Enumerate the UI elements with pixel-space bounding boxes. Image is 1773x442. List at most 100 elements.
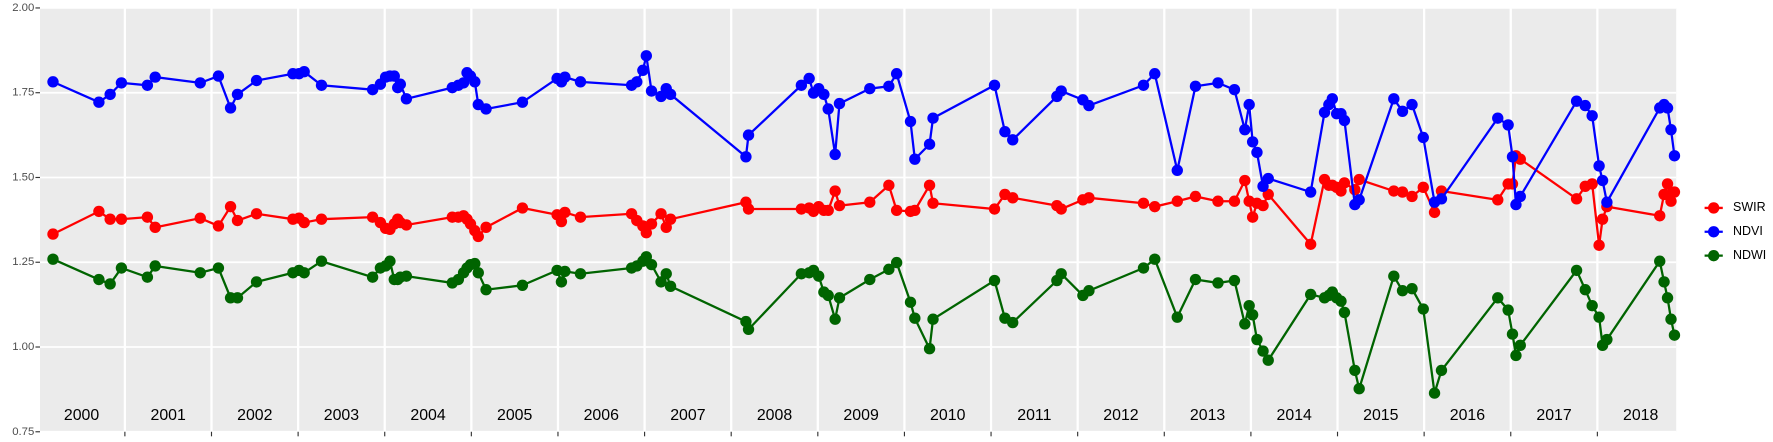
year-label: 2010	[930, 407, 966, 424]
data-point	[742, 129, 755, 141]
year-label: 2017	[1536, 407, 1572, 424]
data-point	[469, 76, 481, 88]
data-point	[250, 208, 263, 220]
data-point	[400, 270, 413, 282]
data-point	[883, 80, 895, 92]
data-point	[655, 208, 667, 220]
data-point	[829, 313, 841, 325]
year-label: 2009	[843, 407, 879, 424]
data-point	[1406, 98, 1418, 111]
data-point	[250, 276, 263, 288]
data-point	[1514, 339, 1526, 351]
data-point	[516, 96, 529, 108]
data-point	[212, 220, 225, 232]
data-point	[1396, 285, 1409, 297]
data-point	[472, 230, 484, 243]
data-point	[231, 292, 244, 304]
year-label: 2004	[410, 407, 446, 424]
data-point	[1510, 349, 1522, 362]
year-label: 2000	[64, 407, 100, 424]
data-point	[93, 96, 105, 108]
data-point	[559, 206, 571, 219]
data-point	[1417, 131, 1429, 144]
data-point	[999, 126, 1011, 138]
data-point	[1388, 270, 1400, 282]
data-point	[555, 215, 568, 228]
data-point	[1239, 123, 1251, 136]
data-point	[1239, 318, 1251, 330]
data-point	[104, 278, 116, 290]
data-point	[516, 202, 529, 214]
data-point	[1353, 173, 1365, 186]
data-point	[864, 273, 876, 286]
data-point	[660, 268, 672, 280]
data-point	[1262, 172, 1274, 185]
data-point	[1212, 77, 1224, 89]
data-point	[1506, 151, 1519, 163]
data-point	[923, 343, 936, 355]
data-point	[1506, 328, 1519, 340]
data-point	[1492, 292, 1504, 304]
data-point	[1007, 192, 1019, 204]
data-point	[1601, 333, 1613, 346]
data-point	[1304, 238, 1317, 250]
data-point	[864, 82, 876, 95]
data-point	[904, 296, 917, 308]
data-point	[1593, 160, 1605, 172]
data-point	[1492, 112, 1504, 124]
year-label: 2013	[1190, 407, 1226, 424]
data-point	[829, 185, 841, 197]
data-point	[400, 219, 413, 231]
data-point	[388, 70, 400, 82]
data-point	[1668, 329, 1681, 341]
data-point	[47, 253, 59, 265]
data-point	[194, 212, 206, 224]
data-point	[1492, 194, 1504, 206]
data-point	[1262, 188, 1274, 201]
year-label: 2015	[1363, 407, 1399, 424]
data-point	[803, 72, 815, 85]
data-point	[1353, 194, 1365, 206]
data-point	[104, 88, 116, 101]
data-point	[890, 68, 903, 80]
data-point	[927, 112, 939, 124]
data-point	[366, 271, 379, 283]
data-point	[740, 151, 752, 163]
data-point	[231, 88, 244, 101]
data-point	[1335, 295, 1347, 307]
y-tick-label: 0.75	[12, 426, 34, 438]
data-point	[93, 205, 105, 218]
data-point	[1239, 174, 1251, 187]
data-point	[47, 76, 59, 88]
data-point	[394, 78, 407, 90]
data-point	[909, 153, 921, 165]
data-point	[664, 280, 677, 292]
data-point	[631, 76, 643, 88]
data-point	[1338, 177, 1351, 189]
data-point	[1593, 311, 1605, 323]
data-point	[1149, 253, 1161, 265]
year-label: 2007	[670, 407, 706, 424]
data-point	[1353, 383, 1365, 395]
data-point	[1596, 213, 1609, 225]
data-point	[384, 255, 396, 267]
data-point	[988, 203, 1001, 215]
data-point	[813, 270, 825, 282]
data-point	[574, 211, 587, 223]
data-point	[298, 267, 310, 279]
year-label: 2016	[1450, 407, 1486, 424]
data-point	[1055, 85, 1067, 97]
data-point	[1417, 303, 1429, 315]
data-point	[640, 227, 652, 239]
data-point	[298, 66, 310, 78]
data-point	[655, 276, 667, 288]
data-point	[298, 216, 310, 229]
data-point	[890, 256, 903, 269]
data-point	[1212, 277, 1224, 289]
data-point	[574, 268, 587, 280]
data-point	[1665, 313, 1677, 325]
data-point	[1570, 193, 1583, 205]
data-point	[1251, 333, 1263, 346]
y-tick-label: 2.00	[12, 2, 34, 14]
data-point	[1228, 83, 1241, 96]
